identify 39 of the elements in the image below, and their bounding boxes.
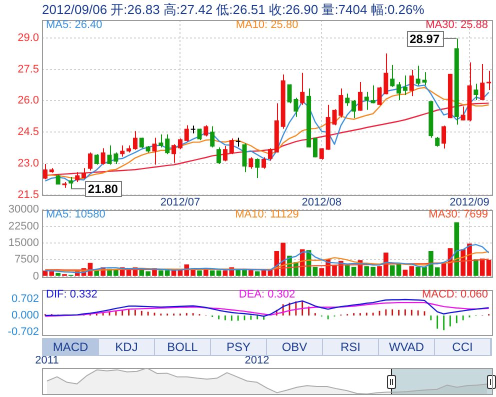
y-tick-label: 29.0 — [18, 32, 39, 44]
y-tick-label: 26.0 — [18, 94, 39, 107]
tab-button: RSI — [323, 339, 379, 355]
y-tick-label: 0.702 — [11, 293, 39, 306]
x-tick-label: 2012/07 — [160, 196, 200, 209]
series-label: MACD: 0.060 — [422, 288, 488, 301]
chart-title: 2012/09/06 开:26.83 高:27.42 低:26.51 收:26.90 量:7404 幅:0.26% — [42, 1, 424, 19]
tab-button: KDJ — [99, 339, 155, 355]
y-tick-label: 22500 — [8, 220, 39, 232]
y-tick-label: 15000 — [8, 237, 39, 250]
tab-button: OBV — [267, 339, 323, 355]
tab-button: CCI — [435, 339, 491, 355]
y-tick-label: 7500 — [14, 254, 39, 266]
series-label: DEA: 0.302 — [238, 288, 296, 301]
y-tick-label: 21.5 — [18, 189, 39, 202]
tab-button: BOLL — [155, 339, 211, 355]
y-tick-label: 0 — [32, 270, 39, 282]
annotation: 28.97 — [410, 32, 440, 46]
tab-button: PSY — [211, 339, 267, 355]
x-tick-label: 2012/08 — [302, 196, 342, 209]
x-tick-label: 2012 — [244, 354, 270, 366]
text: MA30: 25.88 — [426, 19, 488, 32]
x-tick-label: 2011 — [35, 354, 59, 366]
text: MA5: 10580 — [46, 208, 106, 221]
y-tick-label: -0.702 — [8, 326, 39, 338]
y-tick-label: 30000 — [8, 204, 39, 216]
tab-button: WVAD — [379, 339, 435, 355]
annotation: 21.80 — [88, 182, 118, 196]
x-tick-label: 2012/09 — [450, 196, 490, 209]
text: MA5: 26.40 — [46, 19, 102, 32]
text: MA10: 25.80 — [236, 19, 298, 32]
y-tick-label: 23.0 — [18, 158, 39, 170]
text: MA30: 7699 — [428, 208, 488, 221]
y-tick-label: 0.000 — [11, 310, 39, 322]
y-tick-label: 24.5 — [18, 126, 39, 138]
y-tick-label: 27.5 — [18, 63, 39, 76]
series-label: DIF: 0.332 — [46, 288, 98, 301]
tab-button: MACD — [43, 339, 99, 355]
text: MA10: 11129 — [235, 208, 299, 221]
